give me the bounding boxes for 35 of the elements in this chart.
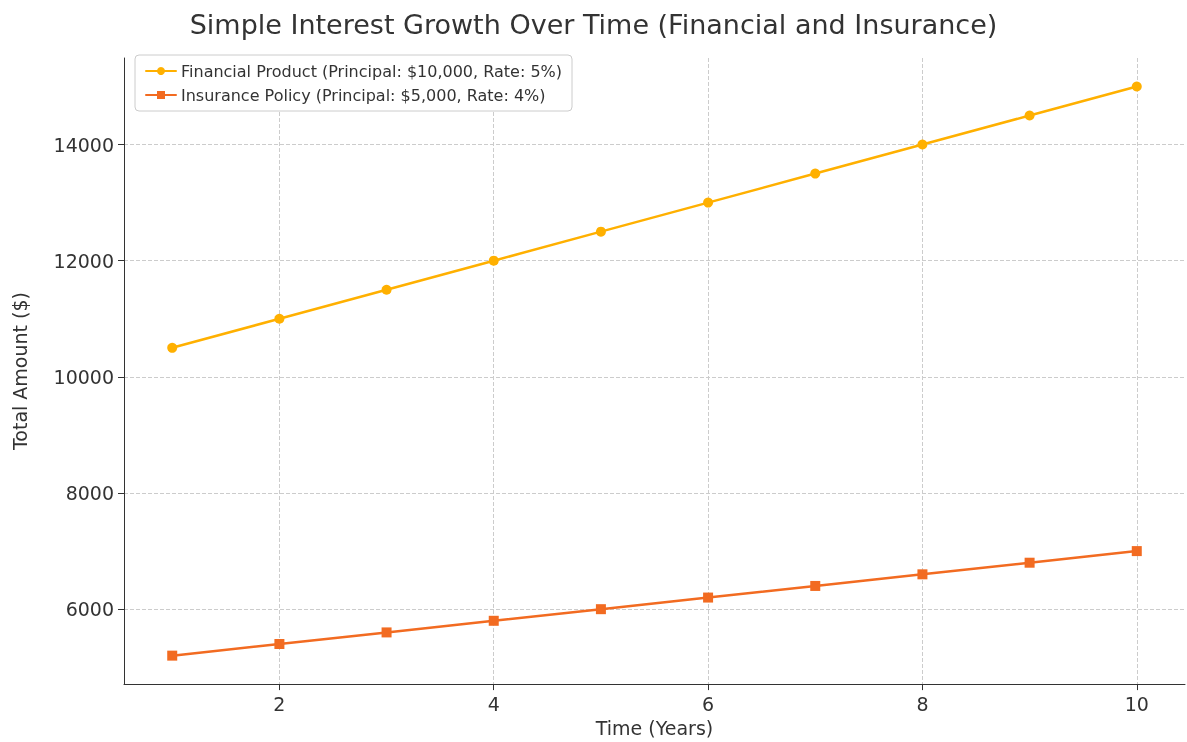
point [488, 255, 499, 266]
x-tick-label: 4 [487, 692, 500, 715]
y-tick-label: 6000 [65, 598, 114, 621]
point [1024, 110, 1035, 121]
x-tick-label: 6 [702, 692, 715, 715]
y-tick-label: 10000 [53, 365, 114, 388]
x-tick-label: 10 [1124, 692, 1149, 715]
legend-label: Insurance Policy (Principal: $5,000, Rate: 4%) [181, 85, 546, 105]
point [703, 197, 714, 208]
y-tick-label: 8000 [65, 482, 114, 505]
y-tick-label: 12000 [53, 249, 114, 272]
point [167, 650, 178, 661]
x-tick-label: 8 [916, 692, 929, 715]
point [381, 284, 392, 295]
y-axis-title: Total Amount ($) [8, 292, 31, 452]
x-tick-label: 2 [273, 692, 286, 715]
point [1131, 546, 1142, 557]
point [488, 615, 499, 626]
point [703, 592, 714, 603]
x-axis-title: Time (Years) [594, 716, 714, 739]
point [1131, 81, 1142, 92]
point [917, 569, 928, 580]
point [917, 139, 928, 150]
chart-title: Simple Interest Growth Over Time (Financial and Insurance) [189, 9, 998, 40]
point [381, 627, 392, 638]
point [167, 342, 178, 353]
point [274, 639, 285, 650]
y-tick-label: 14000 [53, 133, 114, 156]
point [595, 604, 606, 615]
point [810, 168, 821, 179]
point [1024, 557, 1035, 568]
point [595, 226, 606, 237]
point [274, 313, 285, 324]
point [810, 580, 821, 591]
legend-label: Financial Product (Principal: $10,000, Rate: 5%) [181, 61, 563, 81]
